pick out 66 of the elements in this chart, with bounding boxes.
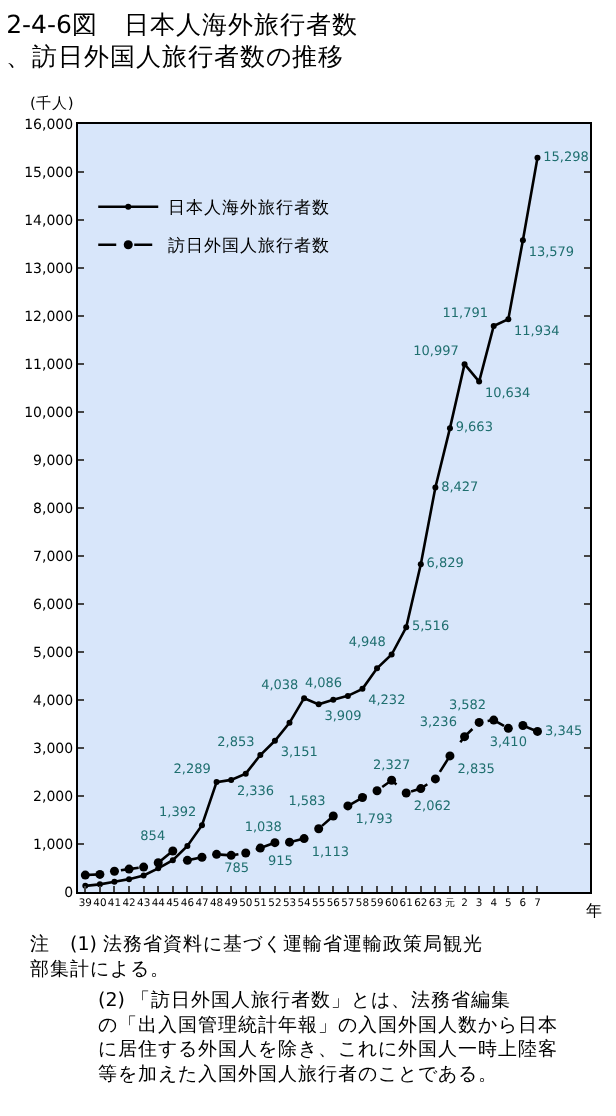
point [503, 723, 513, 733]
point [255, 843, 265, 853]
point [228, 776, 235, 783]
point [95, 869, 105, 879]
point [387, 775, 397, 785]
point [301, 695, 308, 702]
point [330, 696, 337, 703]
point [476, 378, 483, 385]
point [168, 846, 178, 856]
point [534, 154, 541, 161]
point [184, 842, 191, 849]
point [198, 822, 205, 829]
point [374, 665, 381, 672]
point [153, 858, 163, 868]
point [490, 323, 497, 330]
point [518, 721, 528, 731]
point [446, 425, 453, 432]
point [140, 872, 147, 879]
point [519, 237, 526, 244]
legend-label: 日本人海外旅行者数 [168, 197, 331, 220]
point [226, 850, 236, 860]
point [388, 651, 395, 658]
point [169, 857, 176, 864]
point [532, 726, 542, 736]
point [271, 737, 278, 744]
point [343, 801, 353, 811]
point [359, 685, 366, 692]
point [126, 876, 133, 883]
point [417, 561, 424, 568]
point [505, 316, 512, 323]
point [270, 838, 280, 848]
point [182, 855, 192, 865]
point [416, 784, 426, 794]
point [315, 701, 322, 708]
point [489, 715, 499, 725]
point [139, 862, 149, 872]
x-axis-title: 年 [586, 902, 602, 920]
point [197, 852, 207, 862]
point [212, 849, 222, 859]
point [445, 751, 455, 761]
point [460, 732, 470, 742]
point [257, 752, 264, 759]
point [80, 870, 90, 880]
point [372, 786, 382, 796]
point [109, 866, 119, 876]
point [213, 779, 220, 786]
point [286, 719, 293, 726]
legend-label: 訪日外国人旅行者数 [168, 235, 331, 258]
text: (2) 「訪日外国人旅行者数」とは、法務省編集の「出入国管理統計年報」の入国外国人数から日本に居住する外国人を除き、これに外国人一時上陸客等を加えた入国外国人旅行者のことである。 [98, 988, 558, 1087]
point [285, 837, 294, 847]
point [124, 864, 134, 874]
point [403, 624, 410, 631]
point [401, 788, 411, 798]
chart-title: 2-4-6図 日本人海外旅行者数、訪日外国人旅行者数の推移 [6, 8, 358, 71]
point [328, 811, 338, 821]
point [299, 834, 309, 844]
point [357, 793, 367, 803]
text: 注 (1) 法務省資料に基づく運輸省運輸政策局観光部集計による。 [30, 932, 483, 981]
point [111, 878, 118, 885]
point [241, 848, 251, 858]
point [461, 361, 468, 368]
point [242, 770, 249, 777]
point [474, 717, 484, 727]
point [314, 824, 324, 834]
point [430, 774, 440, 784]
point [432, 484, 439, 491]
